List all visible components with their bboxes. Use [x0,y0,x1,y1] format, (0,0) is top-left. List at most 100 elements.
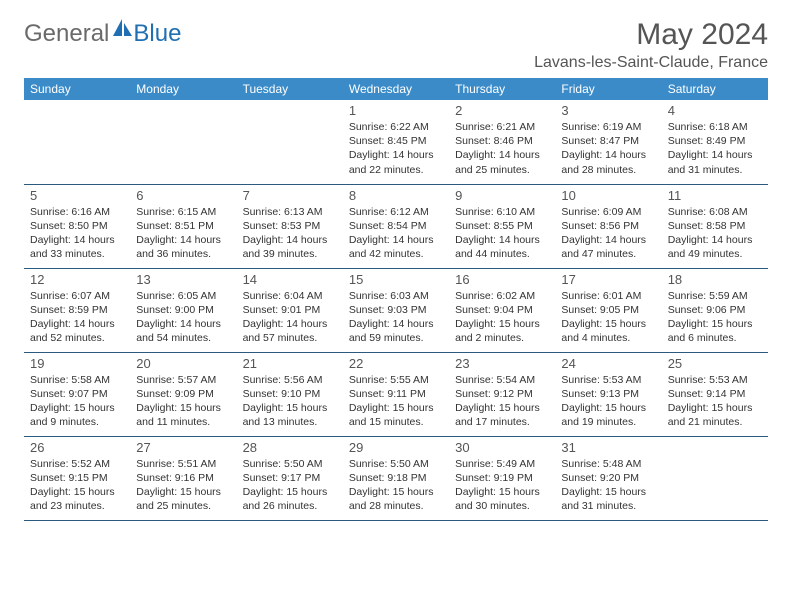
week-row: 12 Sunrise: 6:07 AMSunset: 8:59 PMDayligh… [24,268,768,352]
day-details: Sunrise: 5:53 AMSunset: 9:14 PMDaylight:… [668,373,762,430]
day-number: 18 [668,272,762,287]
day-number: 1 [349,103,443,118]
day-cell: 28 Sunrise: 5:50 AMSunset: 9:17 PMDayligh… [237,436,343,520]
day-details: Sunrise: 6:10 AMSunset: 8:55 PMDaylight:… [455,205,549,262]
day-details: Sunrise: 5:49 AMSunset: 9:19 PMDaylight:… [455,457,549,514]
logo-sail-icon [111,18,133,43]
day-details: Sunrise: 5:55 AMSunset: 9:11 PMDaylight:… [349,373,443,430]
day-number: 5 [30,188,124,203]
calendar-page: General Blue May 2024 Lavans-les-Saint-C… [0,0,792,531]
weekday-header-row: Sunday Monday Tuesday Wednesday Thursday… [24,78,768,100]
location: Lavans-les-Saint-Claude, France [534,54,768,72]
day-details: Sunrise: 6:19 AMSunset: 8:47 PMDaylight:… [561,120,655,177]
day-number: 4 [668,103,762,118]
day-number: 30 [455,440,549,455]
day-cell: 20 Sunrise: 5:57 AMSunset: 9:09 PMDayligh… [130,352,236,436]
day-details: Sunrise: 6:18 AMSunset: 8:49 PMDaylight:… [668,120,762,177]
logo-blue: Blue [133,20,181,48]
day-details: Sunrise: 5:50 AMSunset: 9:17 PMDaylight:… [243,457,337,514]
header: General Blue May 2024 Lavans-les-Saint-C… [24,18,768,72]
day-cell: 14Sunrise: 6:04 AMSunset: 9:01 PMDayligh… [237,268,343,352]
day-cell: 2 Sunrise: 6:21 AMSunset: 8:46 PMDaylight… [449,100,555,184]
day-details: Sunrise: 6:02 AMSunset: 9:04 PMDaylight:… [455,289,549,346]
day-number: 14 [243,272,337,287]
day-details: Sunrise: 5:56 AMSunset: 9:10 PMDaylight:… [243,373,337,430]
day-cell: 7Sunrise: 6:13 AMSunset: 8:53 PMDaylight… [237,184,343,268]
day-cell: 18Sunrise: 5:59 AMSunset: 9:06 PMDayligh… [662,268,768,352]
day-number: 12 [30,272,124,287]
day-number: 23 [455,356,549,371]
day-cell: 8Sunrise: 6:12 AMSunset: 8:54 PMDaylight… [343,184,449,268]
day-cell: 1Sunrise: 6:22 AMSunset: 8:45 PMDaylight… [343,100,449,184]
day-details: Sunrise: 5:57 AMSunset: 9:09 PMDaylight:… [136,373,230,430]
day-details: Sunrise: 6:05 AMSunset: 9:00 PMDaylight:… [136,289,230,346]
day-number: 27 [136,440,230,455]
logo-general: General [24,20,109,48]
weekday-header: Saturday [662,78,768,100]
day-cell: 12 Sunrise: 6:07 AMSunset: 8:59 PMDayligh… [24,268,130,352]
day-cell [237,100,343,184]
day-cell: 5 Sunrise: 6:16 AMSunset: 8:50 PMDaylight… [24,184,130,268]
day-cell: 10 Sunrise: 6:09 AMSunset: 8:56 PMDayligh… [555,184,661,268]
day-cell: 6 Sunrise: 6:15 AMSunset: 8:51 PMDaylight… [130,184,236,268]
day-number: 17 [561,272,655,287]
day-cell: 29 Sunrise: 5:50 AMSunset: 9:18 PMDayligh… [343,436,449,520]
day-cell: 21Sunrise: 5:56 AMSunset: 9:10 PMDayligh… [237,352,343,436]
day-cell: 31 Sunrise: 5:48 AMSunset: 9:20 PMDayligh… [555,436,661,520]
day-cell: 27 Sunrise: 5:51 AMSunset: 9:16 PMDayligh… [130,436,236,520]
day-cell [662,436,768,520]
day-number: 9 [455,188,549,203]
day-details: Sunrise: 5:53 AMSunset: 9:13 PMDaylight:… [561,373,655,430]
day-cell: 24 Sunrise: 5:53 AMSunset: 9:13 PMDayligh… [555,352,661,436]
day-details: Sunrise: 6:13 AMSunset: 8:53 PMDaylight:… [243,205,337,262]
day-details: Sunrise: 5:51 AMSunset: 9:16 PMDaylight:… [136,457,230,514]
day-number: 19 [30,356,124,371]
day-number: 13 [136,272,230,287]
day-details: Sunrise: 6:09 AMSunset: 8:56 PMDaylight:… [561,205,655,262]
day-number: 15 [349,272,443,287]
week-row: 19Sunrise: 5:58 AMSunset: 9:07 PMDayligh… [24,352,768,436]
day-number: 22 [349,356,443,371]
day-number: 26 [30,440,124,455]
day-details: Sunrise: 5:52 AMSunset: 9:15 PMDaylight:… [30,457,124,514]
weekday-header: Sunday [24,78,130,100]
day-details: Sunrise: 6:07 AMSunset: 8:59 PMDaylight:… [30,289,124,346]
day-details: Sunrise: 5:48 AMSunset: 9:20 PMDaylight:… [561,457,655,514]
day-details: Sunrise: 5:50 AMSunset: 9:18 PMDaylight:… [349,457,443,514]
weekday-header: Friday [555,78,661,100]
day-number: 31 [561,440,655,455]
month-title: May 2024 [534,18,768,52]
day-details: Sunrise: 6:21 AMSunset: 8:46 PMDaylight:… [455,120,549,177]
logo: General Blue [24,18,181,49]
day-cell: 16 Sunrise: 6:02 AMSunset: 9:04 PMDayligh… [449,268,555,352]
day-number: 10 [561,188,655,203]
day-number: 3 [561,103,655,118]
week-row: 1Sunrise: 6:22 AMSunset: 8:45 PMDaylight… [24,100,768,184]
day-details: Sunrise: 5:54 AMSunset: 9:12 PMDaylight:… [455,373,549,430]
weekday-header: Thursday [449,78,555,100]
day-number: 28 [243,440,337,455]
day-number: 2 [455,103,549,118]
weekday-header: Tuesday [237,78,343,100]
day-cell: 15 Sunrise: 6:03 AMSunset: 9:03 PMDayligh… [343,268,449,352]
title-block: May 2024 Lavans-les-Saint-Claude, France [534,18,768,72]
calendar-table: Sunday Monday Tuesday Wednesday Thursday… [24,78,768,521]
day-details: Sunrise: 6:15 AMSunset: 8:51 PMDaylight:… [136,205,230,262]
day-number: 20 [136,356,230,371]
day-details: Sunrise: 6:01 AMSunset: 9:05 PMDaylight:… [561,289,655,346]
day-number: 16 [455,272,549,287]
day-number: 8 [349,188,443,203]
day-cell: 11Sunrise: 6:08 AMSunset: 8:58 PMDayligh… [662,184,768,268]
day-number: 24 [561,356,655,371]
day-cell: 25 Sunrise: 5:53 AMSunset: 9:14 PMDayligh… [662,352,768,436]
day-number: 11 [668,188,762,203]
day-cell: 19Sunrise: 5:58 AMSunset: 9:07 PMDayligh… [24,352,130,436]
day-details: Sunrise: 6:16 AMSunset: 8:50 PMDaylight:… [30,205,124,262]
day-number: 29 [349,440,443,455]
week-row: 26 Sunrise: 5:52 AMSunset: 9:15 PMDayligh… [24,436,768,520]
day-details: Sunrise: 6:03 AMSunset: 9:03 PMDaylight:… [349,289,443,346]
weekday-header: Monday [130,78,236,100]
day-number: 25 [668,356,762,371]
day-number: 6 [136,188,230,203]
day-cell: 3 Sunrise: 6:19 AMSunset: 8:47 PMDaylight… [555,100,661,184]
